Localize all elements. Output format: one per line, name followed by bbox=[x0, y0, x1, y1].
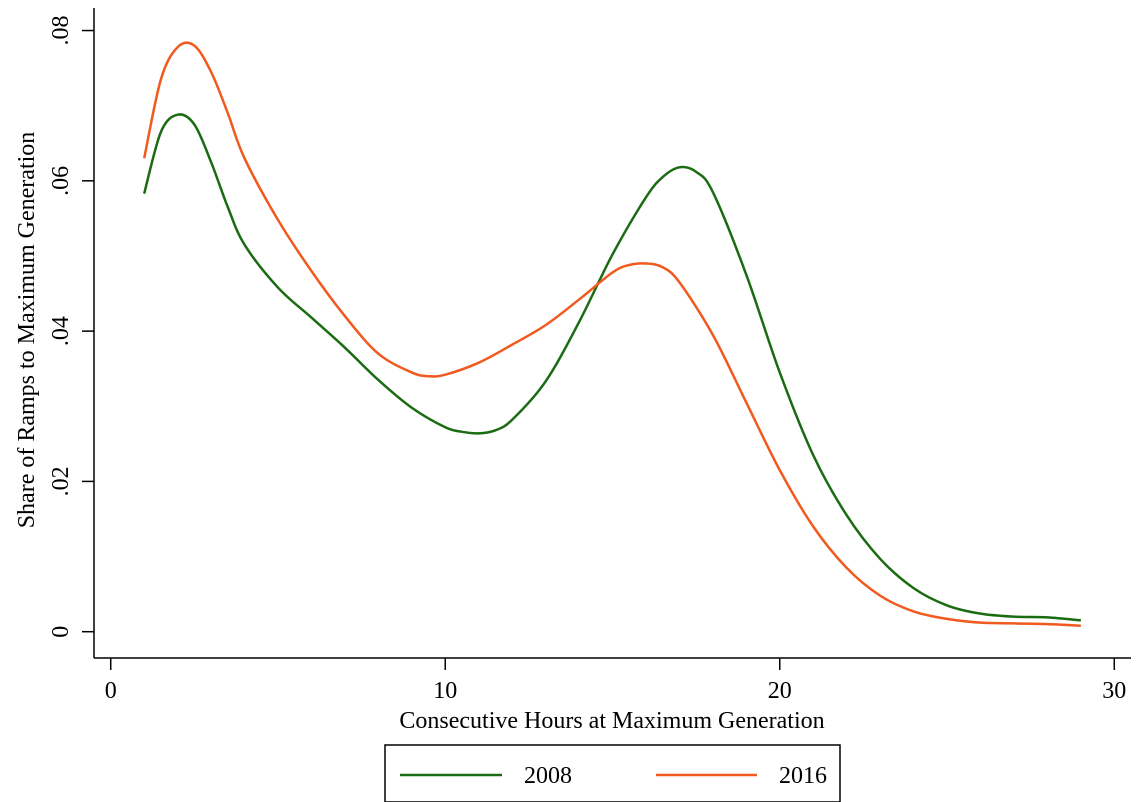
x-tick-label: 20 bbox=[768, 678, 792, 704]
series-line-2008 bbox=[142, 113, 1081, 622]
y-tick-label: .02 bbox=[48, 466, 74, 496]
x-axis-ticks: 0 10 20 30 bbox=[105, 658, 1126, 704]
y-tick-label: .06 bbox=[48, 166, 74, 196]
plot-area: 0 10 20 30 0 .02 .04 .06 .08 bbox=[48, 8, 1131, 704]
legend-label-2016: 2016 bbox=[779, 763, 827, 789]
y-tick-label: 0 bbox=[48, 626, 74, 638]
x-tick-label: 0 bbox=[105, 678, 117, 704]
series-line-2016 bbox=[142, 41, 1081, 627]
legend: 2008 2016 bbox=[384, 744, 841, 802]
series-lines bbox=[142, 41, 1081, 627]
x-tick-label: 30 bbox=[1102, 678, 1126, 704]
y-tick-label: .08 bbox=[48, 16, 74, 46]
x-axis-title: Consecutive Hours at Maximum Generation bbox=[399, 708, 824, 734]
legend-label-2008: 2008 bbox=[524, 763, 572, 789]
y-axis-ticks: 0 .02 .04 .06 .08 bbox=[48, 16, 94, 638]
legend-box bbox=[384, 744, 841, 802]
x-tick-label: 10 bbox=[433, 678, 457, 704]
y-axis-title: Share of Ramps to Maximum Generation bbox=[14, 132, 40, 529]
y-tick-label: .04 bbox=[48, 316, 74, 346]
